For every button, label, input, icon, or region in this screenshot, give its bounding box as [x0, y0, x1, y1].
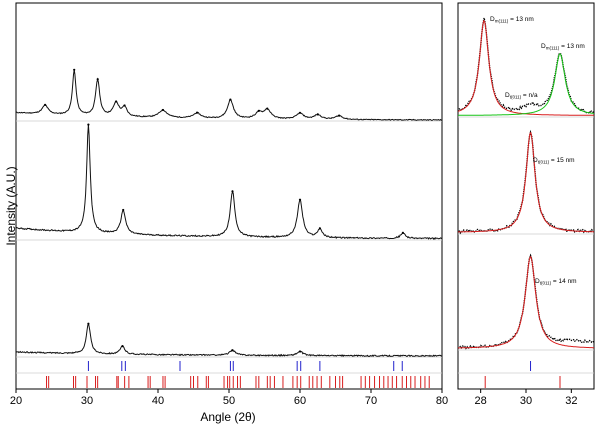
- pattern-1-peak-5: [123, 104, 126, 107]
- zoom-1-fit-2: [458, 53, 595, 116]
- pattern-1-peak-6: [161, 108, 165, 112]
- zoom-annotation-3: Dt(011) = n/a: [505, 92, 538, 100]
- pattern-2-peak-5: [318, 227, 321, 230]
- y-axis-title: Intensity (A.U.): [4, 166, 18, 245]
- pattern-2-peak-1: [87, 123, 90, 126]
- pattern-1-peak-1: [44, 103, 47, 106]
- x-axis-title: Angle (2θ): [200, 410, 255, 424]
- pattern-1-peak-2: [73, 68, 76, 71]
- zoom-3-fit-1: [458, 255, 594, 349]
- zoom-panel: 28 30 32 Dm(111) = 13 nm Dm(111) = 13 nm Dt(0…: [457, 2, 595, 407]
- x-tick-label-80: 80: [436, 395, 448, 407]
- pattern-1-peak-3: [96, 78, 99, 81]
- pattern-1-peak-4: [115, 100, 118, 103]
- pattern-1-peak-11: [298, 111, 302, 114]
- pattern-3-trace: [15, 323, 443, 358]
- x-tick-label-40: 40: [152, 395, 164, 407]
- pattern-3-peak-3: [231, 349, 234, 352]
- pattern-3-peak-4: [298, 350, 302, 353]
- zoom-annotation-1: Dm(111) = 13 nm: [490, 16, 534, 24]
- zoom-1-fit-1: [457, 19, 594, 116]
- zoom-2-data: [457, 129, 595, 235]
- main-panel: 20 30 40 50 60 70 80: [10, 2, 448, 407]
- pattern-2-peak-2: [122, 208, 125, 212]
- zoom-3-data: [457, 253, 595, 350]
- x-tick-label-20: 20: [10, 395, 22, 407]
- x-tick-label-70: 70: [365, 395, 377, 407]
- pattern-3-peak-2: [121, 345, 124, 348]
- zoom-annotation-2: Dm(111) = 13 nm: [541, 43, 585, 51]
- main-plot-frame: [15, 2, 443, 390]
- zoom-2-fit-1: [458, 131, 594, 233]
- pattern-1-peak-8: [229, 98, 232, 101]
- x-tick-label-30: 30: [81, 395, 93, 407]
- pattern-2-peak-4: [298, 198, 302, 201]
- pattern-1-peak-13: [338, 114, 341, 117]
- zoom-x-tick-label-32: 32: [565, 395, 577, 407]
- pattern-3-peak-1: [87, 322, 90, 325]
- pattern-1-peak-9: [257, 109, 260, 112]
- x-tick-label-60: 60: [294, 395, 306, 407]
- pattern-1-trace: [15, 69, 443, 121]
- x-tick-label-50: 50: [223, 395, 235, 407]
- zoom-x-tick-label-30: 30: [520, 395, 532, 407]
- pattern-1-peak-10: [266, 107, 269, 110]
- pattern-1-peak-12: [316, 113, 319, 116]
- zoom-annotation-4: Dt(011) = 15 nm: [533, 157, 575, 165]
- zoom-x-tick-label-28: 28: [475, 395, 487, 407]
- zoom-plot-frame: [457, 2, 595, 390]
- pattern-2-trace: [15, 124, 443, 241]
- pattern-1-peak-7: [195, 111, 199, 114]
- zoom-annotation-5: Dt(011) = 14 nm: [535, 278, 577, 286]
- pattern-2-peak-6: [401, 231, 404, 234]
- pattern-2-peak-3: [231, 190, 234, 193]
